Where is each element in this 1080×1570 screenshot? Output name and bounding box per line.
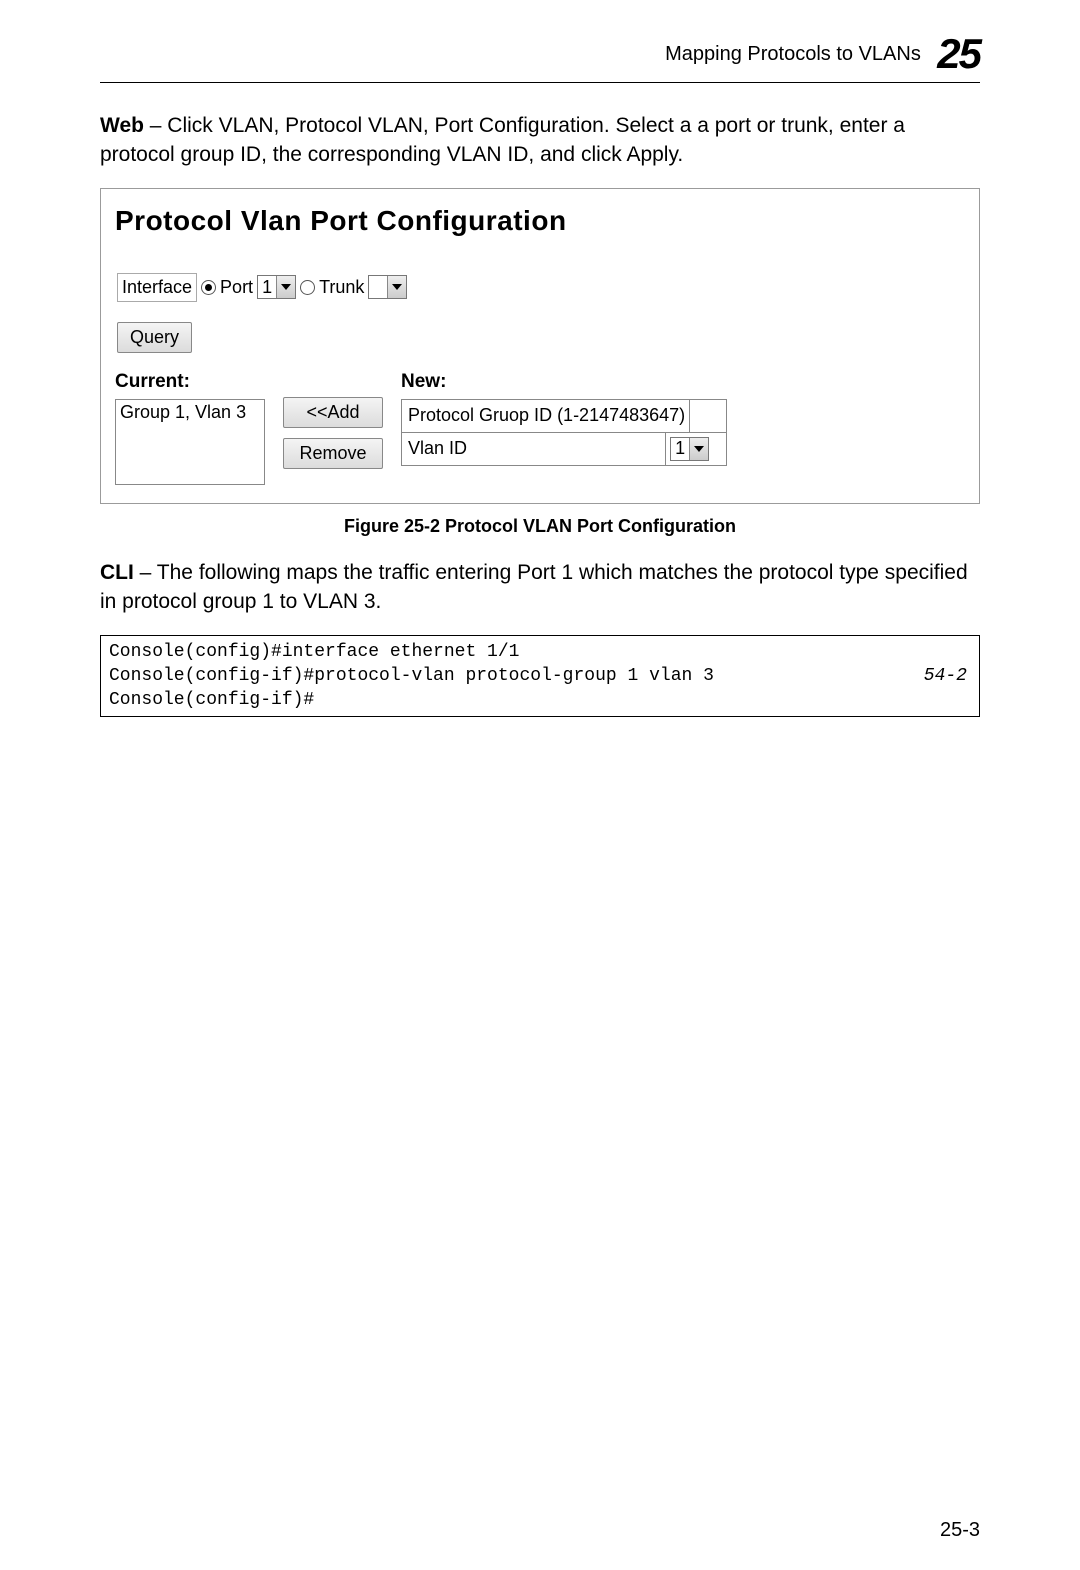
protocol-group-row: Protocol Gruop ID (1-2147483647) bbox=[401, 399, 727, 433]
figure-caption: Figure 25-2 Protocol VLAN Port Configura… bbox=[100, 516, 980, 537]
interface-row: Interface Port 1 Trunk bbox=[117, 273, 965, 302]
current-listbox[interactable]: Group 1, Vlan 3 bbox=[115, 399, 265, 485]
port-select-value: 1 bbox=[262, 277, 272, 298]
port-label: Port bbox=[220, 277, 253, 298]
new-column: New: Protocol Gruop ID (1-2147483647) Vl… bbox=[401, 371, 727, 466]
cli-lead: CLI bbox=[100, 561, 134, 584]
cli-line: Console(config-if)#protocol-vlan protoco… bbox=[109, 664, 714, 688]
cli-output: Console(config)#interface ethernet 1/1 C… bbox=[100, 635, 980, 718]
vlan-id-cell: 1 bbox=[666, 433, 726, 465]
protocol-group-input[interactable] bbox=[689, 400, 726, 432]
vlan-id-select[interactable]: 1 bbox=[670, 437, 709, 461]
panel-title: Protocol Vlan Port Configuration bbox=[115, 205, 965, 237]
remove-button[interactable]: Remove bbox=[283, 438, 383, 469]
cli-text: – The following maps the traffic enterin… bbox=[100, 561, 968, 613]
interface-label: Interface bbox=[117, 273, 197, 302]
current-column: Current: Group 1, Vlan 3 bbox=[115, 371, 265, 485]
web-lead: Web bbox=[100, 114, 144, 137]
vlan-id-label: Vlan ID bbox=[402, 433, 666, 465]
chapter-number: 25 bbox=[937, 30, 980, 78]
chevron-down-icon bbox=[689, 438, 708, 460]
add-remove-buttons: <<Add Remove bbox=[283, 371, 383, 469]
config-panel: Protocol Vlan Port Configuration Interfa… bbox=[100, 188, 980, 504]
query-button[interactable]: Query bbox=[117, 322, 192, 353]
chevron-down-icon bbox=[387, 276, 406, 298]
page-header: Mapping Protocols to VLANs 25 bbox=[100, 30, 980, 83]
current-label: Current: bbox=[115, 371, 265, 393]
vlan-id-row: Vlan ID 1 bbox=[401, 433, 727, 466]
vlan-id-value: 1 bbox=[675, 438, 685, 459]
web-instructions: Web – Click VLAN, Protocol VLAN, Port Co… bbox=[100, 111, 980, 170]
cli-line: Console(config-if)# bbox=[109, 688, 314, 712]
page-number: 25-3 bbox=[940, 1519, 980, 1542]
chevron-down-icon bbox=[276, 276, 295, 298]
add-button[interactable]: <<Add bbox=[283, 397, 383, 428]
port-select[interactable]: 1 bbox=[257, 275, 296, 299]
protocol-group-label: Protocol Gruop ID (1-2147483647) bbox=[402, 400, 689, 432]
cli-ref: 54-2 bbox=[924, 664, 971, 688]
columns: Current: Group 1, Vlan 3 <<Add Remove Ne… bbox=[115, 371, 965, 485]
header-title: Mapping Protocols to VLANs bbox=[665, 43, 921, 66]
new-label: New: bbox=[401, 371, 727, 393]
list-item[interactable]: Group 1, Vlan 3 bbox=[120, 402, 260, 423]
trunk-radio[interactable] bbox=[300, 280, 315, 295]
web-text: – Click VLAN, Protocol VLAN, Port Config… bbox=[100, 114, 905, 166]
trunk-select[interactable] bbox=[368, 275, 407, 299]
port-radio[interactable] bbox=[201, 280, 216, 295]
cli-line: Console(config)#interface ethernet 1/1 bbox=[109, 640, 519, 664]
trunk-label: Trunk bbox=[319, 277, 364, 298]
cli-instructions: CLI – The following maps the traffic ent… bbox=[100, 558, 980, 617]
